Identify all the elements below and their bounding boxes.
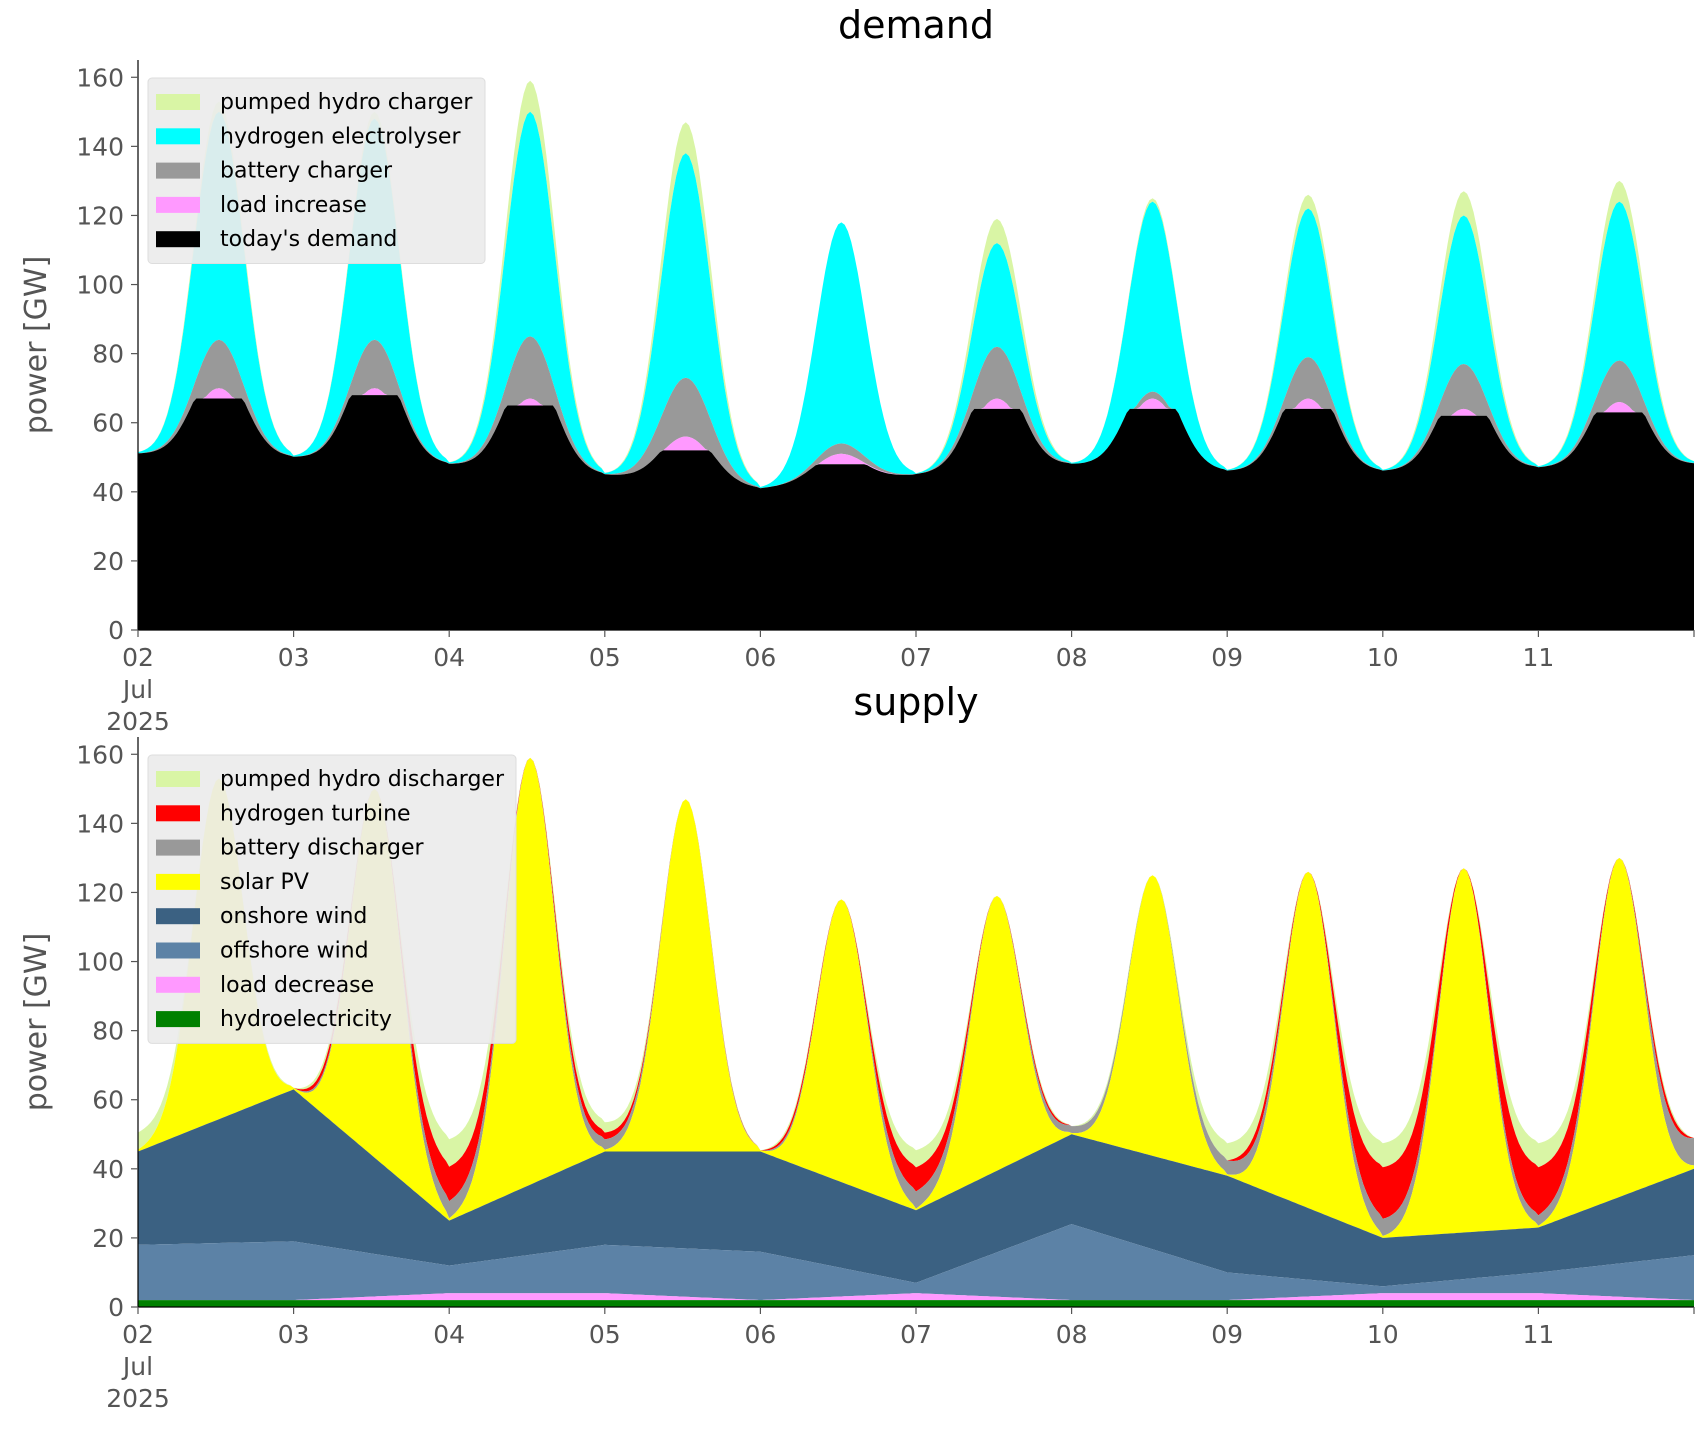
supply-xtick-label: 09: [1211, 1320, 1243, 1349]
supply-legend-swatch-load-decrease: [156, 976, 200, 993]
supply-ytick-label: 100: [76, 948, 124, 977]
supply-legend-label-pumped-hydro-discharger: pumped hydro discharger: [220, 767, 505, 792]
demand-legend-label-battery-charger: battery charger: [220, 159, 393, 184]
demand-ytick-label: 140: [76, 132, 124, 161]
demand-ytick-label: 120: [76, 201, 124, 230]
supply-area-offshore-wind: [138, 1224, 1694, 1301]
demand-xtick-label: Jul: [121, 675, 153, 704]
supply-legend-label-hydrogen-turbine: hydrogen turbine: [220, 801, 411, 826]
supply-xtick-label: 05: [589, 1320, 621, 1349]
supply-legend-swatch-battery-discharger: [156, 839, 200, 856]
supply-area-onshore-wind: [138, 1089, 1694, 1287]
demand-xtick-label: 02: [122, 643, 154, 672]
supply-legend-label-battery-discharger: battery discharger: [220, 836, 425, 861]
demand-legend: [147, 77, 486, 264]
supply-area-solar-pv: [138, 757, 1694, 1238]
demand-ytick-label: 80: [92, 340, 124, 369]
demand-ytick-label: 160: [76, 63, 124, 92]
demand-legend-swatch-hydrogen-electrolyser: [156, 128, 200, 145]
supply-xtick-label: 06: [744, 1320, 776, 1349]
demand-xtick-label: 10: [1367, 643, 1399, 672]
supply-title: supply: [853, 680, 978, 724]
supply-legend-swatch-hydrogen-turbine: [156, 805, 200, 822]
supply-ytick-label: 160: [76, 740, 124, 769]
demand-xtick-label: 07: [900, 643, 932, 672]
demand-xtick-label: 03: [278, 643, 310, 672]
supply-legend-swatch-hydroelectricity: [156, 1011, 200, 1028]
supply-area-load-decrease: [138, 1293, 1694, 1301]
supply-legend-label-load-decrease: load decrease: [220, 973, 374, 998]
supply-legend-label-onshore-wind: onshore wind: [220, 904, 367, 929]
supply-legend-swatch-offshore-wind: [156, 942, 200, 959]
supply-ytick-label: 120: [76, 878, 124, 907]
demand-title: demand: [838, 3, 994, 47]
demand-legend-label-pumped-hydro-charger: pumped hydro charger: [220, 90, 473, 115]
demand-area-today-s-demand: [138, 395, 1694, 630]
supply-xtick-label: 04: [433, 1320, 465, 1349]
supply-legend-label-hydroelectricity: hydroelectricity: [220, 1007, 392, 1032]
demand-ytick-label: 20: [92, 547, 124, 576]
demand-ytick-label: 0: [108, 616, 124, 645]
demand-legend-label-hydrogen-electrolyser: hydrogen electrolyser: [220, 124, 461, 149]
supply-xtick-label: 10: [1367, 1320, 1399, 1349]
demand-xtick-label: 06: [744, 643, 776, 672]
demand-ytick-label: 60: [92, 409, 124, 438]
supply-xtick-label: 2025: [106, 1384, 170, 1413]
supply-ytick-label: 40: [92, 1155, 124, 1184]
supply-panel: supply 0 20 40 60 80 100 120 140 160 power [GW] 02 J…: [19, 680, 1695, 1413]
demand-ytick-label: 40: [92, 478, 124, 507]
supply-xtick-label: 11: [1522, 1320, 1554, 1349]
demand-xtick-label: 08: [1056, 643, 1088, 672]
demand-xtick-label: 04: [433, 643, 465, 672]
demand-legend-swatch-load-increase: [156, 196, 200, 213]
demand-legend-swatch-today-s-demand: [156, 231, 200, 248]
supply-xtick-label: Jul: [121, 1352, 153, 1381]
demand-xtick-label: 09: [1211, 643, 1243, 672]
supply-area-hydroelectricity: [138, 1300, 1694, 1307]
supply-ytick-label: 20: [92, 1224, 124, 1253]
supply-ytick-label: 60: [92, 1086, 124, 1115]
supply-ytick-label: 80: [92, 1017, 124, 1046]
demand-area-hydrogen-electrolyser: [138, 111, 1694, 489]
demand-legend-label-load-increase: load increase: [220, 193, 367, 218]
supply-legend-label-offshore-wind: offshore wind: [220, 939, 369, 964]
demand-ytick-label: 100: [76, 271, 124, 300]
demand-legend-swatch-battery-charger: [156, 162, 200, 179]
supply-xtick-label: 02: [122, 1320, 154, 1349]
supply-legend: [147, 754, 517, 1044]
supply-legend-label-solar-pv: solar PV: [220, 870, 309, 895]
demand-ylabel: power [GW]: [19, 256, 54, 435]
demand-xtick-label: 2025: [106, 707, 170, 736]
supply-ylabel: power [GW]: [19, 933, 54, 1112]
supply-xtick-label: 07: [900, 1320, 932, 1349]
supply-legend-swatch-onshore-wind: [156, 908, 200, 925]
demand-legend-label-today-s-demand: today's demand: [220, 227, 397, 252]
supply-ytick-label: 140: [76, 809, 124, 838]
demand-area-battery-charger: [138, 336, 1694, 489]
supply-legend-swatch-pumped-hydro-discharger: [156, 771, 200, 787]
demand-xtick-label: 05: [589, 643, 621, 672]
supply-xtick-label: 03: [278, 1320, 310, 1349]
demand-panel: demand 0 20 40 60 80 100 120 140 160 power [GW] 02 J…: [19, 3, 1695, 736]
demand-legend-swatch-pumped-hydro-charger: [156, 94, 200, 110]
supply-xtick-label: 08: [1056, 1320, 1088, 1349]
supply-area-hydrogen-turbine: [138, 757, 1694, 1219]
supply-legend-swatch-solar-pv: [156, 873, 200, 890]
demand-xtick-label: 11: [1522, 643, 1554, 672]
supply-ytick-label: 0: [108, 1293, 124, 1322]
